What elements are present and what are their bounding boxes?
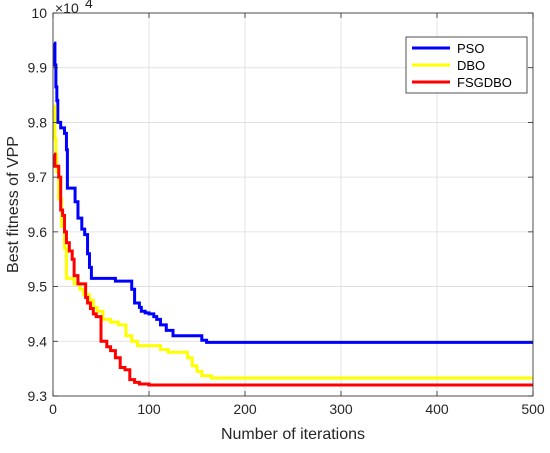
x-tick-label: 0: [49, 401, 57, 417]
tick-labels: 0 100 200 300 400 500 9.3 9.4 9.5 9.6 9.7 9.8 9.9 10: [28, 5, 545, 417]
y-tick-label: 9.9: [28, 60, 48, 76]
x-tick-label: 500: [521, 401, 545, 417]
x-tick-label: 300: [329, 401, 353, 417]
series-line-pso: [53, 41, 533, 344]
x-axis-label: Number of iterations: [221, 426, 365, 443]
y-tick-label: 9.4: [28, 333, 48, 349]
legend-label-fsgdbo: FSGDBO: [457, 75, 512, 90]
series-line-fsgdbo: [53, 152, 533, 387]
legend: PSO DBO FSGDBO: [405, 36, 528, 94]
y-multiplier-label: ×10: [55, 0, 79, 16]
y-tick-label: 9.8: [28, 114, 48, 130]
legend-label-dbo: DBO: [457, 58, 485, 73]
legend-label-pso: PSO: [457, 41, 484, 56]
x-tick-label: 200: [233, 401, 257, 417]
y-axis-label: Best fitness of VPP: [5, 136, 22, 273]
y-tick-label: 10: [31, 5, 47, 21]
y-tick-label: 9.7: [28, 169, 48, 185]
series-layer: [53, 41, 533, 387]
y-tick-label: 9.5: [28, 279, 48, 295]
ticks: [52, 12, 534, 397]
y-multiplier-exponent: 4: [85, 0, 93, 11]
plot-frame: [52, 12, 534, 397]
y-tick-label: 9.6: [28, 224, 48, 240]
x-tick-label: 100: [137, 401, 161, 417]
y-tick-label: 9.3: [28, 388, 48, 404]
x-tick-label: 400: [425, 401, 449, 417]
